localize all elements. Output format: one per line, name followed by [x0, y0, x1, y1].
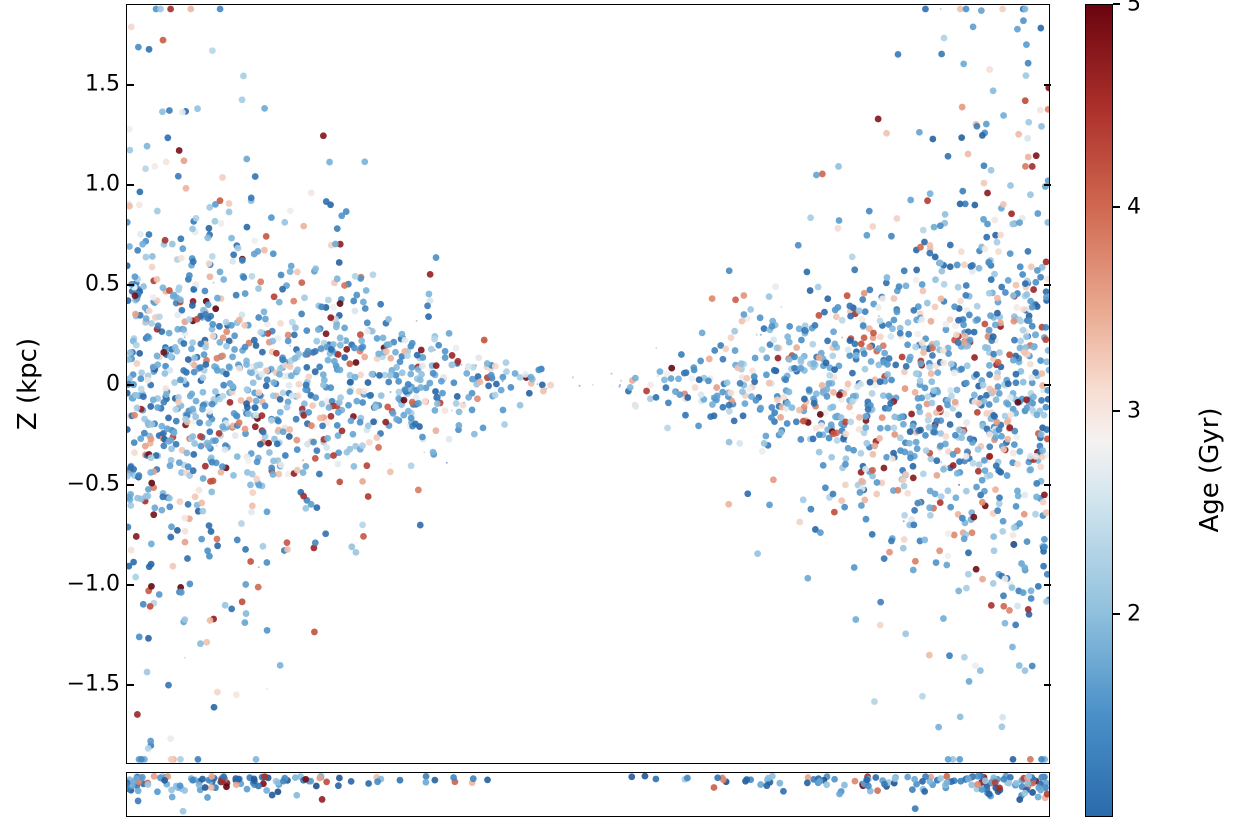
colorbar-tick-label: 4 — [1127, 195, 1141, 220]
colorbar-label: Age (Gyr) — [1195, 407, 1225, 532]
colorbar-tick-label: 2 — [1127, 601, 1141, 626]
colorbar-tick-label: 5 — [1127, 0, 1141, 17]
colorbar-tick-mark — [1113, 410, 1120, 412]
colorbar-tick-mark — [1113, 3, 1120, 5]
figure: Z (kpc) −1.5−1.0−0.500.51.01.5 2345 Age … — [0, 0, 1234, 817]
colorbar-tick-mark — [1113, 613, 1120, 615]
colorbar-tick-mark — [1113, 206, 1120, 208]
colorbar-tick-label: 3 — [1127, 398, 1141, 423]
colorbar-ticks: 2 3 4 5 — [0, 0, 1234, 817]
